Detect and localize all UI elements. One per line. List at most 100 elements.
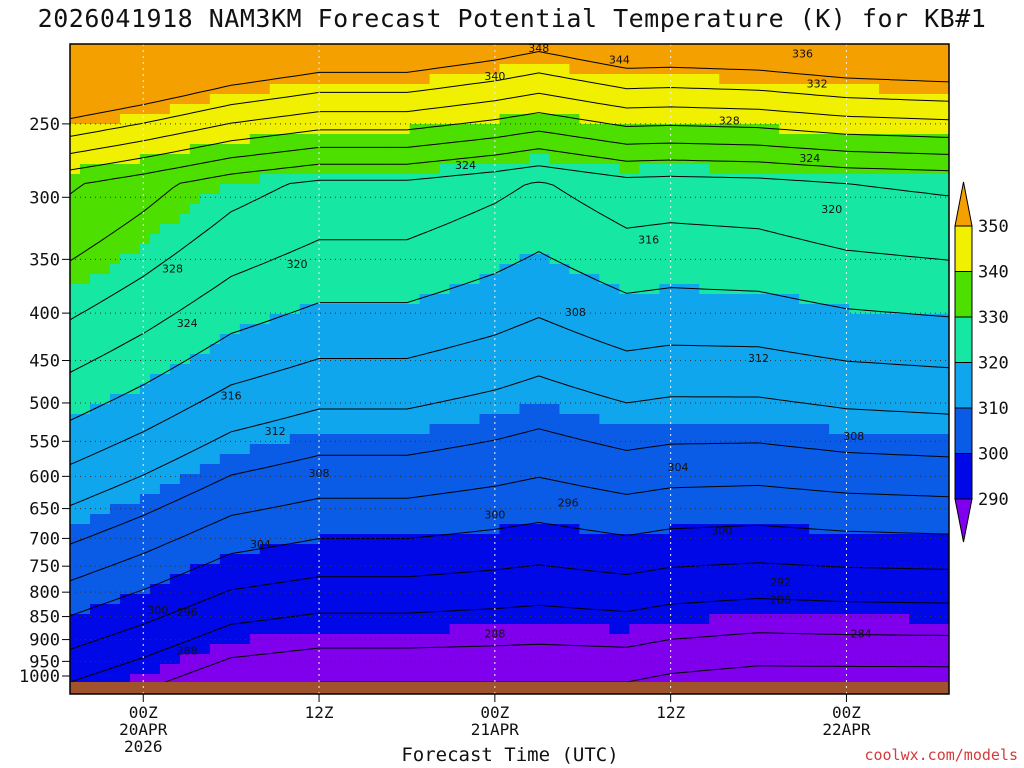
field-cell <box>479 424 491 435</box>
field-cell <box>759 134 770 145</box>
field-cell <box>479 384 491 395</box>
field-cell <box>219 654 231 665</box>
field-cell <box>139 324 151 335</box>
field-cell <box>529 574 541 585</box>
field-cell <box>189 344 201 355</box>
field-cell <box>249 354 261 365</box>
field-cell <box>709 544 720 555</box>
field-cell <box>189 494 201 505</box>
field-cell <box>829 244 840 255</box>
field-cell <box>70 354 81 365</box>
field-cell <box>659 124 670 135</box>
field-cell <box>599 234 610 245</box>
field-cell <box>689 474 700 485</box>
field-cell <box>779 364 790 375</box>
field-cell <box>599 474 610 485</box>
field-cell <box>569 444 581 455</box>
field-cell <box>419 194 431 205</box>
field-cell <box>299 294 311 305</box>
field-cell <box>589 454 600 465</box>
field-cell <box>549 104 561 115</box>
field-cell <box>389 504 401 515</box>
field-cell <box>779 484 790 495</box>
field-cell <box>499 614 511 625</box>
field-cell <box>799 244 810 255</box>
field-cell <box>639 524 650 535</box>
field-cell <box>789 494 800 505</box>
field-cell <box>789 534 800 545</box>
field-cell <box>229 604 241 615</box>
field-cell <box>229 174 241 185</box>
field-cell <box>339 514 351 525</box>
field-cell <box>439 254 451 265</box>
field-cell <box>89 64 101 75</box>
field-cell <box>199 184 211 195</box>
field-cell <box>189 94 201 105</box>
field-cell <box>509 654 521 665</box>
field-cell <box>729 494 740 505</box>
field-cell <box>669 614 680 625</box>
field-cell <box>519 554 531 565</box>
field-cell <box>809 464 820 475</box>
field-cell <box>579 124 591 135</box>
field-cell <box>229 144 241 155</box>
field-cell <box>149 64 161 75</box>
field-cell <box>239 94 251 105</box>
field-cell <box>119 244 131 255</box>
field-cell <box>319 244 331 255</box>
field-cell <box>469 494 481 505</box>
field-cell <box>329 554 341 565</box>
field-cell <box>209 54 221 65</box>
field-cell <box>149 144 161 155</box>
field-cell <box>409 474 421 485</box>
field-cell <box>549 394 561 405</box>
field-cell <box>239 584 251 595</box>
field-cell <box>179 164 191 175</box>
field-cell <box>319 494 331 505</box>
field-cell <box>619 454 630 465</box>
field-cell <box>239 604 251 615</box>
field-cell <box>109 124 121 135</box>
field-cell <box>369 224 381 235</box>
field-cell <box>70 334 81 345</box>
field-cell <box>489 434 501 445</box>
field-cell <box>329 424 341 435</box>
field-cell <box>689 364 700 375</box>
field-cell <box>619 634 630 645</box>
field-cell <box>319 364 331 375</box>
field-cell <box>809 94 820 105</box>
field-cell <box>119 364 131 375</box>
field-cell <box>719 114 730 125</box>
field-cell <box>599 484 610 495</box>
field-cell <box>619 474 630 485</box>
field-cell <box>799 584 810 595</box>
field-cell <box>329 154 341 165</box>
field-cell <box>429 554 441 565</box>
field-cell <box>539 64 551 75</box>
field-cell <box>559 444 571 455</box>
field-cell <box>529 484 541 495</box>
field-cell <box>669 374 680 385</box>
field-cell <box>419 674 431 685</box>
field-cell <box>659 234 670 245</box>
field-cell <box>229 344 241 355</box>
field-cell <box>559 434 571 445</box>
field-cell <box>449 614 461 625</box>
field-cell <box>829 114 840 125</box>
field-cell <box>539 294 551 305</box>
field-cell <box>709 584 720 595</box>
field-cell <box>579 574 591 585</box>
field-cell <box>619 144 630 155</box>
field-cell <box>699 334 710 345</box>
field-cell <box>229 84 241 95</box>
field-cell <box>619 204 630 215</box>
field-cell <box>809 394 820 405</box>
field-cell <box>179 244 191 255</box>
field-cell <box>289 184 301 195</box>
field-cell <box>449 284 461 295</box>
field-cell <box>449 274 461 285</box>
field-cell <box>179 174 191 185</box>
field-cell <box>279 604 291 615</box>
field-cell <box>319 184 331 195</box>
field-cell <box>219 454 231 465</box>
